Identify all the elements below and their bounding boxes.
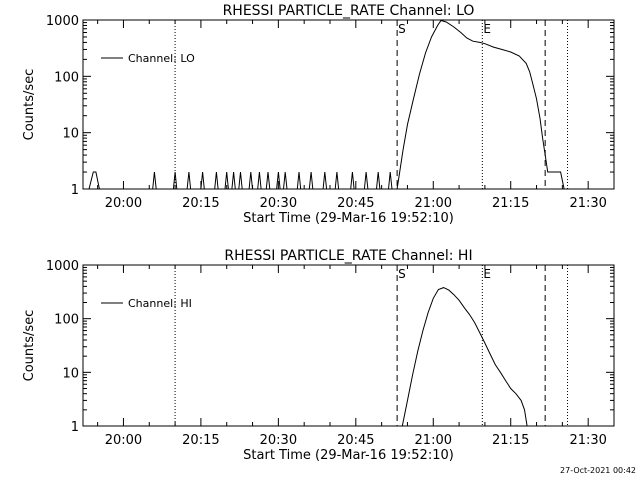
x-tick-label: 20:00 — [105, 433, 142, 448]
x-tick-label: 21:00 — [415, 433, 452, 448]
y-tick-label: 1000 — [46, 259, 79, 274]
chart-title: RHESSI PARTICLE_RATE Channel: HI — [224, 248, 472, 264]
legend-label: Channel: LO — [128, 52, 195, 65]
y-tick-label: 10 — [62, 127, 79, 142]
x-tick-label: 20:45 — [337, 196, 374, 211]
y-tick-label: 1 — [71, 420, 79, 435]
x-tick-label: 20:15 — [182, 433, 219, 448]
series-line — [401, 287, 528, 427]
y-tick-label: 10 — [62, 366, 79, 381]
y-tick-label: 100 — [54, 70, 79, 85]
x-tick-label: 20:30 — [260, 433, 297, 448]
plot-frame — [82, 19, 615, 190]
x-tick-label: 21:15 — [492, 196, 529, 211]
y-tick-label: 100 — [54, 313, 79, 328]
series-line — [88, 19, 568, 190]
legend-label: Channel: HI — [128, 297, 192, 310]
plot-frame — [82, 264, 615, 427]
marker-label: S — [398, 267, 406, 281]
y-axis-label: Counts/sec — [22, 69, 37, 141]
x-tick-label: 21:15 — [492, 433, 529, 448]
x-axis-label: Start Time (29-Mar-16 19:52:10) — [243, 448, 454, 463]
x-tick-label: 20:00 — [105, 196, 142, 211]
y-tick-label: 1000 — [46, 14, 79, 29]
chart-title: RHESSI PARTICLE_RATE Channel: LO — [223, 3, 475, 19]
x-tick-label: 20:15 — [182, 196, 219, 211]
marker-label: E — [483, 22, 491, 36]
x-tick-label: 21:30 — [569, 196, 606, 211]
x-tick-label: 21:00 — [415, 196, 452, 211]
marker-label: S — [398, 22, 406, 36]
x-axis-label: Start Time (29-Mar-16 19:52:10) — [243, 211, 454, 226]
x-tick-label: 21:30 — [569, 433, 606, 448]
x-tick-label: 20:30 — [260, 196, 297, 211]
y-axis-label: Counts/sec — [22, 310, 37, 382]
x-tick-label: 20:45 — [337, 433, 374, 448]
marker-label: E — [483, 267, 491, 281]
footer-timestamp: 27-Oct-2021 00:42 — [560, 466, 636, 475]
y-tick-label: 1 — [71, 183, 79, 198]
